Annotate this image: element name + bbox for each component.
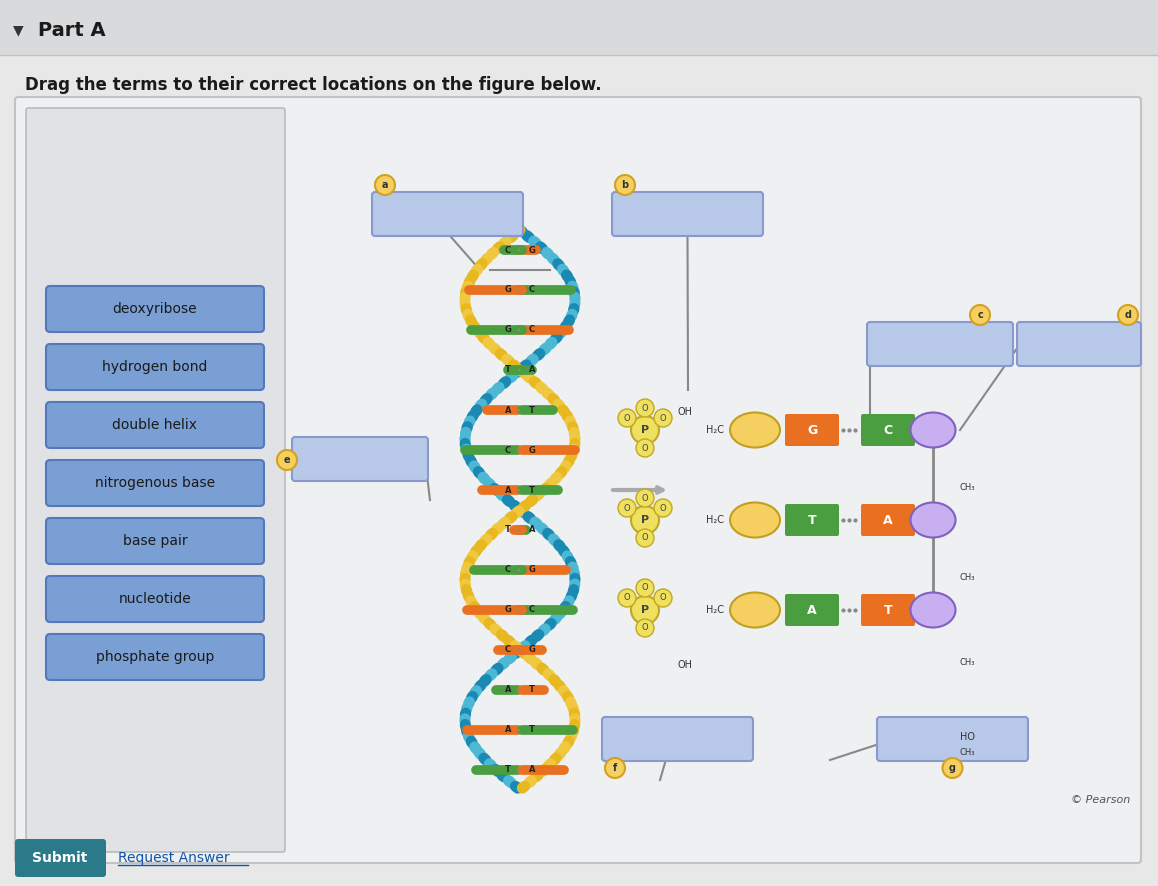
Circle shape — [970, 305, 990, 325]
FancyBboxPatch shape — [46, 402, 264, 448]
Circle shape — [654, 499, 672, 517]
Text: double helix: double helix — [112, 418, 198, 432]
Text: A: A — [529, 366, 535, 375]
Circle shape — [636, 399, 654, 417]
Text: OH: OH — [677, 660, 692, 670]
Text: A: A — [529, 525, 535, 534]
FancyBboxPatch shape — [611, 192, 763, 236]
Text: C: C — [505, 565, 511, 574]
Ellipse shape — [730, 413, 780, 447]
Text: C: C — [505, 446, 511, 455]
Text: H₂C: H₂C — [706, 605, 724, 615]
FancyBboxPatch shape — [602, 717, 753, 761]
Text: OH: OH — [677, 407, 692, 417]
Text: Submit: Submit — [32, 851, 88, 865]
Circle shape — [636, 489, 654, 507]
Text: c: c — [977, 310, 983, 320]
Text: C: C — [505, 646, 511, 655]
FancyBboxPatch shape — [46, 286, 264, 332]
Text: A: A — [505, 726, 511, 734]
Text: P: P — [640, 515, 650, 525]
Text: T: T — [807, 514, 816, 526]
Text: HO: HO — [960, 732, 975, 742]
FancyBboxPatch shape — [372, 192, 523, 236]
Ellipse shape — [910, 593, 955, 627]
Circle shape — [636, 579, 654, 597]
Text: © Pearson: © Pearson — [1071, 795, 1130, 805]
Circle shape — [1117, 305, 1138, 325]
Text: nitrogenous base: nitrogenous base — [95, 476, 215, 490]
Text: ▼: ▼ — [13, 23, 23, 37]
Text: P: P — [640, 605, 650, 615]
FancyBboxPatch shape — [15, 97, 1141, 863]
Text: T: T — [529, 686, 535, 695]
Circle shape — [943, 758, 962, 778]
Text: G: G — [528, 646, 535, 655]
Text: H₂C: H₂C — [706, 515, 724, 525]
Text: H₂C: H₂C — [706, 425, 724, 435]
Circle shape — [375, 175, 395, 195]
Text: e: e — [284, 455, 291, 465]
Text: T: T — [529, 726, 535, 734]
FancyBboxPatch shape — [862, 414, 915, 446]
Text: O: O — [642, 584, 648, 593]
Text: G: G — [505, 285, 512, 294]
Text: O: O — [660, 594, 666, 602]
Text: A: A — [807, 603, 816, 617]
Text: G: G — [528, 565, 535, 574]
Text: Request Answer: Request Answer — [118, 851, 229, 865]
Text: CH₃: CH₃ — [960, 573, 975, 582]
Text: G: G — [528, 245, 535, 254]
Text: T: T — [505, 525, 511, 534]
FancyBboxPatch shape — [862, 504, 915, 536]
Text: A: A — [505, 686, 511, 695]
FancyBboxPatch shape — [1017, 322, 1141, 366]
Text: T: T — [529, 406, 535, 415]
FancyBboxPatch shape — [46, 344, 264, 390]
Text: CH₃: CH₃ — [960, 483, 975, 492]
Text: a: a — [382, 180, 388, 190]
FancyBboxPatch shape — [46, 576, 264, 622]
Text: O: O — [642, 533, 648, 542]
Circle shape — [604, 758, 625, 778]
FancyBboxPatch shape — [0, 0, 1158, 55]
Text: Drag the terms to their correct locations on the figure below.: Drag the terms to their correct location… — [25, 76, 602, 94]
Text: T: T — [505, 766, 511, 774]
Text: phosphate group: phosphate group — [96, 650, 214, 664]
Text: O: O — [660, 503, 666, 512]
Text: CH₃: CH₃ — [960, 658, 975, 667]
Text: T: T — [505, 366, 511, 375]
Circle shape — [615, 175, 635, 195]
Text: A: A — [529, 766, 535, 774]
Text: T: T — [529, 486, 535, 494]
Text: T: T — [884, 603, 893, 617]
Text: A: A — [505, 406, 511, 415]
Text: G: G — [807, 424, 818, 437]
Circle shape — [631, 416, 659, 444]
Ellipse shape — [910, 502, 955, 538]
FancyBboxPatch shape — [862, 594, 915, 626]
Text: O: O — [642, 403, 648, 413]
Text: C: C — [505, 245, 511, 254]
Text: G: G — [505, 325, 512, 335]
Circle shape — [277, 450, 296, 470]
FancyBboxPatch shape — [292, 437, 428, 481]
Text: O: O — [642, 494, 648, 502]
Text: CH₃: CH₃ — [960, 748, 975, 757]
Ellipse shape — [730, 593, 780, 627]
FancyBboxPatch shape — [15, 839, 107, 877]
Circle shape — [618, 589, 636, 607]
Circle shape — [631, 596, 659, 624]
Text: A: A — [505, 486, 511, 494]
Circle shape — [654, 589, 672, 607]
Text: hydrogen bond: hydrogen bond — [102, 360, 207, 374]
FancyBboxPatch shape — [785, 414, 840, 446]
Text: C: C — [529, 605, 535, 615]
FancyBboxPatch shape — [46, 460, 264, 506]
Circle shape — [631, 506, 659, 534]
Text: nucleotide: nucleotide — [118, 592, 191, 606]
Ellipse shape — [730, 502, 780, 538]
FancyBboxPatch shape — [785, 594, 840, 626]
Text: C: C — [884, 424, 893, 437]
